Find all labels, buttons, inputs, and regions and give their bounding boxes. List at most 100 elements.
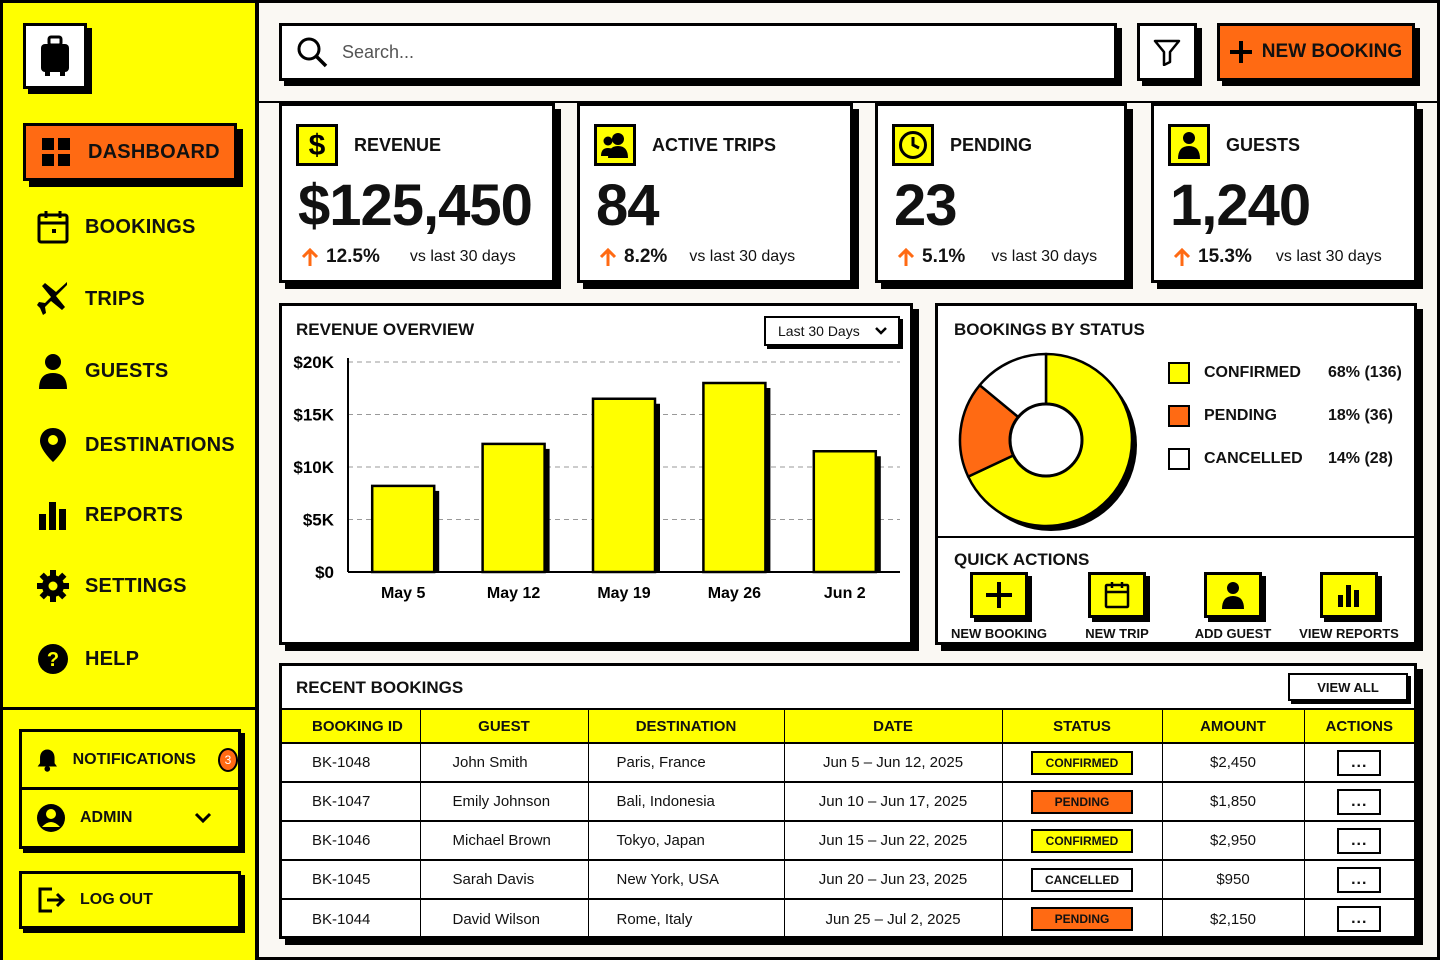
search-input[interactable] [342,41,1042,63]
quick-action-new-booking[interactable]: NEW BOOKING [944,572,1054,641]
table-row[interactable]: BK-1047 Emily Johnson Bali, Indonesia Jun 1… [282,782,1414,822]
booking-id-cell: BK-1046 [282,821,421,861]
guest-cell: David Wilson [419,899,589,938]
actions-cell: ... [1303,899,1414,938]
nav-item-destinations[interactable]: DESTINATIONS [23,417,239,473]
status-cell: PENDING [1001,782,1163,822]
new-booking-button[interactable]: NEW BOOKING [1217,23,1415,81]
legend-pending: PENDING 18% (36) [1168,405,1393,427]
date-cell: Jun 20 – Jun 23, 2025 [783,860,1003,900]
stat-compare: vs last 30 days [409,248,516,265]
stat-value: 23 [894,173,958,238]
quick-actions-title: QUICK ACTIONS [954,550,1090,569]
x-tick-label: May 26 [708,585,761,602]
user-name: ADMIN [80,809,133,826]
legend-value: 68% (136) [1328,364,1402,381]
stat-card-active-trips: ACTIVE TRIPS 84 8.2% vs last 30 days [577,103,853,283]
quick-action-add-guest[interactable]: ADD GUEST [1178,572,1288,641]
logout-button[interactable]: LOG OUT [19,871,241,929]
table-row[interactable]: BK-1044 David Wilson Rome, Italy Jun 25 – J… [282,899,1414,938]
table-row[interactable]: BK-1048 John Smith Paris, France Jun 5 – Ju… [282,743,1414,783]
view-all-button[interactable]: VIEW ALL [1288,673,1408,701]
more-actions-button[interactable]: ... [1337,906,1382,932]
clock-icon [892,124,934,166]
more-actions-button[interactable]: ... [1337,866,1382,893]
revenue-overview-title: REVENUE OVERVIEW [296,320,475,339]
nav-label: GUESTS [85,359,169,382]
stat-title: PENDING [950,134,1033,155]
user-circle-icon [37,804,65,832]
column-header[interactable]: DATE [783,708,1003,744]
amount-cell: $1,850 [1161,782,1305,822]
booking-id-cell: BK-1045 [282,860,421,900]
filter-button[interactable] [1137,23,1197,81]
sidebar-divider [3,707,255,710]
bell-icon [37,749,57,772]
app-logo[interactable] [23,23,87,89]
bookings-by-status-card: BOOKINGS BY STATUS CONFIRMED 68% (136) P… [935,303,1417,645]
status-badge: CONFIRMED [1031,828,1133,853]
bar [812,450,878,574]
recent-bookings-card: RECENT BOOKINGS VIEW ALL BOOKING ID GUES… [279,663,1417,939]
column-header[interactable]: DESTINATION [587,708,785,744]
notifications-button[interactable]: NOTIFICATIONS 3 [22,732,238,790]
nav-item-dashboard[interactable]: DASHBOARD [23,123,237,181]
more-actions-button[interactable]: ... [1337,788,1382,815]
status-badge: PENDING [1031,907,1133,931]
amount-cell: $950 [1161,860,1305,900]
plus-icon [970,572,1028,618]
guest-cell: Sarah Davis [419,860,589,900]
person-icon [1168,124,1210,166]
nav-item-reports[interactable]: REPORTS [23,487,239,543]
user-menu-button[interactable]: ADMIN [22,790,238,846]
chevron-down-icon [875,327,887,335]
column-header[interactable]: STATUS [1001,708,1163,744]
quick-action-view-reports[interactable]: VIEW REPORTS [1294,572,1404,641]
arrow-up-icon [1173,247,1191,266]
nav-label: DESTINATIONS [85,433,235,456]
stat-change: 8.2% [624,246,668,267]
nav-item-bookings[interactable]: BOOKINGS [23,199,239,255]
section-divider [938,536,1414,538]
bar-chart-icon [31,493,75,537]
actions-cell: ... [1303,821,1414,861]
nav-item-trips[interactable]: TRIPS [23,271,239,327]
new-booking-label: NEW BOOKING [1261,41,1403,62]
gear-icon [31,564,75,608]
legend-name: CONFIRMED [1204,364,1301,381]
date-range-select[interactable]: Last 30 Days [764,316,900,346]
plus-icon [1229,41,1252,63]
logout-icon [38,887,66,913]
status-cell: PENDING [1001,899,1163,938]
nav-item-guests[interactable]: GUESTS [23,343,239,399]
y-tick-label: $10K [293,458,334,477]
account-panel: NOTIFICATIONS 3 ADMIN [19,729,241,849]
stat-change: 15.3% [1198,246,1252,267]
revenue-bar-chart: $0 $5K $10K $15K $20K May 5 May 12 May 19 May 26… [293,353,900,602]
nav-item-help[interactable]: ? HELP [23,631,239,687]
airplane-icon [31,277,75,321]
date-range-value: Last 30 Days [778,323,860,339]
table-row[interactable]: BK-1046 Michael Brown Tokyo, Japan Jun 15 –… [282,821,1414,861]
more-actions-button[interactable]: ... [1337,749,1382,776]
bar-chart-icon [1320,572,1378,618]
stat-value: 84 [596,173,660,238]
quick-action-new-trip[interactable]: NEW TRIP [1062,572,1172,641]
arrow-up-icon [301,247,319,266]
destination-cell: Tokyo, Japan [587,821,785,861]
arrow-up-icon [599,247,617,266]
more-actions-button[interactable]: ... [1337,827,1382,854]
nav-item-settings[interactable]: SETTINGS [23,558,239,614]
stat-change: 12.5% [326,246,380,267]
people-icon [594,124,636,166]
table-row[interactable]: BK-1045 Sarah Davis New York, USA Jun 20 – … [282,860,1414,900]
actions-cell: ... [1303,782,1414,822]
svg-text:$: $ [309,129,326,161]
amount-cell: $2,450 [1161,743,1305,783]
status-cell: CANCELLED [1001,860,1163,900]
column-header[interactable]: BOOKING ID [282,708,421,744]
stat-compare: vs last 30 days [1275,248,1382,265]
column-header[interactable]: AMOUNT [1161,708,1305,744]
column-header[interactable]: GUEST [419,708,589,744]
